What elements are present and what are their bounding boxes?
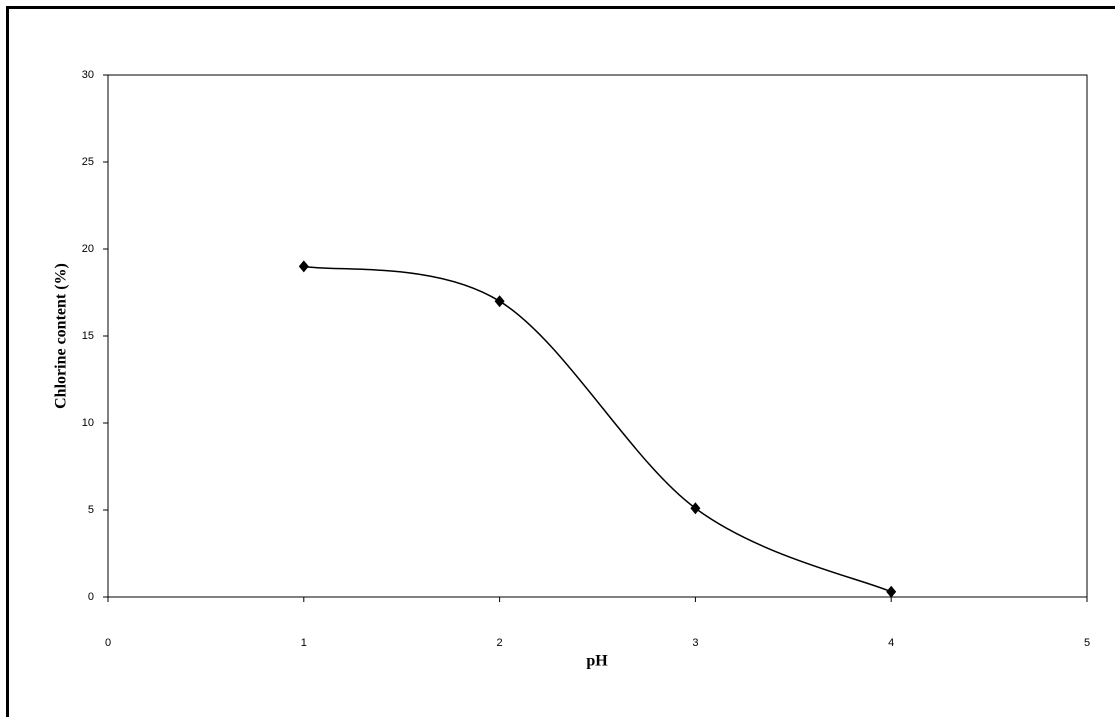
x-axis-title: pH [586, 653, 608, 670]
y-tick-label: 15 [82, 330, 94, 342]
marker [298, 260, 309, 273]
x-tick-label: 0 [105, 637, 111, 649]
y-tick-label: 0 [88, 591, 94, 603]
plot-border [108, 74, 1088, 597]
y-tick-label: 30 [82, 69, 94, 81]
x-tick-label: 3 [692, 637, 698, 649]
y-tick-label: 10 [82, 417, 94, 429]
series-line [303, 265, 892, 593]
marker [690, 502, 701, 515]
x-tick-label: 1 [301, 637, 307, 649]
marker [886, 585, 897, 598]
x-tick-label: 5 [1084, 637, 1090, 649]
y-tick-label: 20 [82, 243, 94, 255]
frame [6, 6, 1115, 717]
marker [494, 295, 505, 308]
x-tick-label: 4 [888, 637, 894, 649]
x-tick-label: 2 [497, 637, 503, 649]
y-tick-label: 25 [82, 156, 94, 168]
y-tick-label: 5 [88, 504, 94, 516]
y-axis-title: Chlorine content (%) [53, 263, 70, 409]
